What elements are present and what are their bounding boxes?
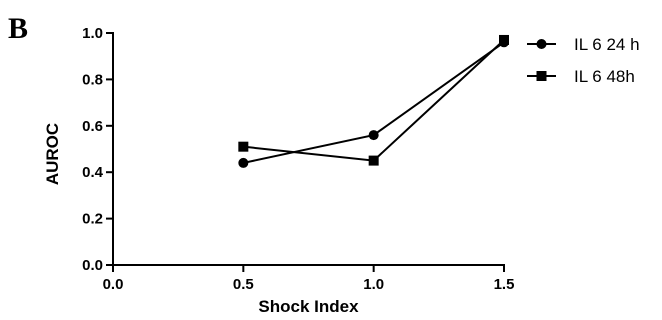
data-point-series-2: [238, 141, 249, 152]
x-tick-label: 0.5: [233, 276, 254, 293]
panel-label: B: [8, 12, 28, 45]
legend-label-2: IL 6 48h: [574, 67, 635, 86]
legend: IL 6 24 h IL 6 48h: [527, 35, 640, 86]
legend-marker-2: [536, 71, 547, 81]
y-tick-label: 0.8: [82, 71, 103, 88]
series-line-2: [243, 39, 505, 162]
series-line-1: [243, 41, 505, 164]
x-axis-title: Shock Index: [258, 297, 359, 316]
data-point-series-2: [368, 155, 379, 166]
x-tick-label: 1.0: [363, 276, 384, 293]
y-axis-title: AUROC: [43, 123, 62, 185]
axes: 0.0 0.2 0.4 0.6 0.8 1.0 0.0 0.5 1.0 1.5: [82, 25, 514, 293]
y-tick-label: 1.0: [82, 25, 103, 42]
data-point-series-1: [368, 130, 379, 141]
x-tick-label: 1.5: [494, 276, 515, 293]
y-tick-label: 0.6: [82, 118, 103, 135]
y-tick-label: 0.0: [82, 257, 103, 274]
plot-series: [238, 34, 509, 168]
data-point-series-2: [499, 34, 509, 45]
x-tick-label: 0.0: [103, 276, 124, 293]
y-tick-label: 0.4: [82, 164, 104, 181]
legend-label-1: IL 6 24 h: [574, 35, 640, 54]
legend-marker-1: [536, 39, 547, 49]
data-point-series-1: [238, 157, 249, 168]
y-tick-label: 0.2: [82, 211, 103, 228]
